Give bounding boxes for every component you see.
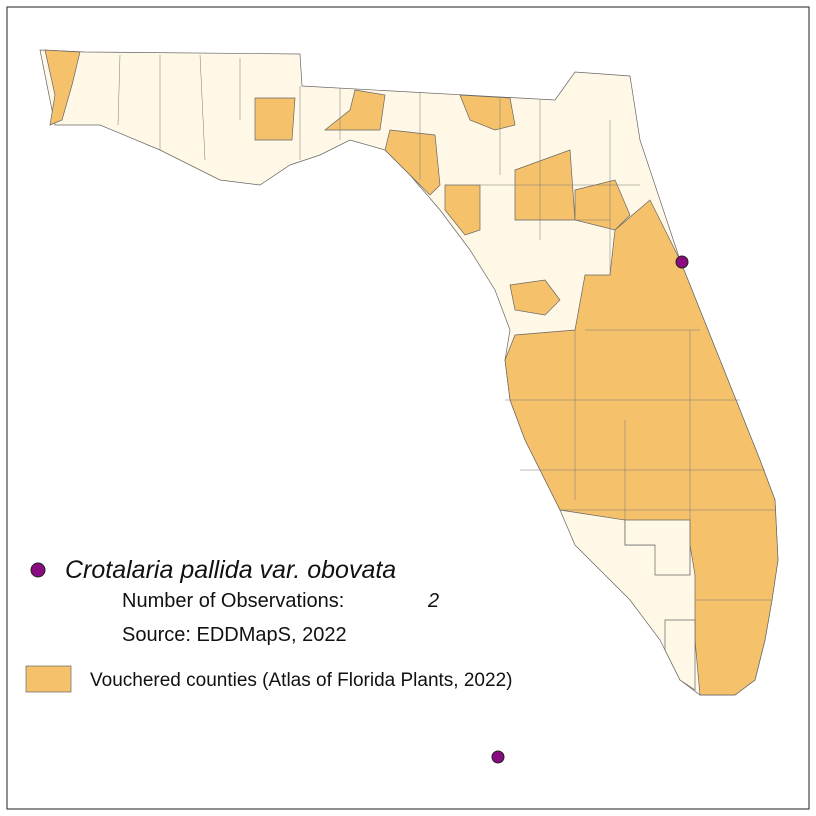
county xyxy=(459,94,516,131)
florida xyxy=(39,49,779,696)
vouchered-label: Vouchered counties (Atlas of Florida Pla… xyxy=(90,670,512,691)
county xyxy=(44,49,81,126)
observation-point xyxy=(491,750,505,764)
source: Source: EDDMapS, 2022 xyxy=(122,624,347,646)
observations-label: Number of Observations: xyxy=(122,590,344,612)
county xyxy=(384,129,441,196)
legend-swatch xyxy=(25,665,72,693)
species-name: Crotalaria pallida var. obovata xyxy=(65,556,396,584)
county-lines xyxy=(117,54,775,601)
county xyxy=(664,619,696,691)
county xyxy=(444,184,481,236)
observations-count: 2 xyxy=(427,590,439,612)
legend-point xyxy=(30,562,46,578)
county xyxy=(254,97,296,141)
observation-point xyxy=(675,255,689,269)
county xyxy=(509,279,561,316)
county xyxy=(574,179,631,231)
